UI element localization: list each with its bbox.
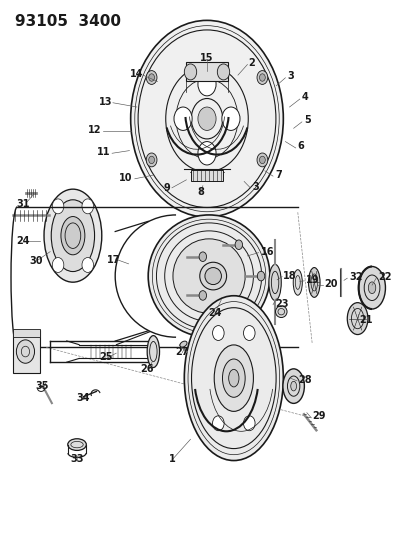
Text: 13: 13 xyxy=(98,96,112,107)
Ellipse shape xyxy=(368,282,375,294)
Text: 2: 2 xyxy=(248,59,254,68)
Circle shape xyxy=(184,64,196,80)
Text: 25: 25 xyxy=(99,352,112,362)
Text: 24: 24 xyxy=(208,308,221,318)
Circle shape xyxy=(197,142,216,165)
Circle shape xyxy=(17,340,34,364)
Text: 20: 20 xyxy=(324,279,337,288)
Circle shape xyxy=(197,72,216,96)
Circle shape xyxy=(52,199,64,214)
Ellipse shape xyxy=(147,336,159,368)
Ellipse shape xyxy=(51,200,94,271)
Ellipse shape xyxy=(180,341,187,347)
Ellipse shape xyxy=(44,189,102,282)
Text: 16: 16 xyxy=(260,247,273,256)
Ellipse shape xyxy=(347,303,367,335)
Circle shape xyxy=(82,257,93,272)
Circle shape xyxy=(131,20,282,217)
Text: 30: 30 xyxy=(29,256,43,266)
Text: 12: 12 xyxy=(88,125,102,135)
Ellipse shape xyxy=(184,296,282,461)
Text: 27: 27 xyxy=(175,346,189,357)
Circle shape xyxy=(146,153,157,167)
Text: 24: 24 xyxy=(17,236,30,246)
Circle shape xyxy=(82,199,93,214)
Text: 32: 32 xyxy=(349,272,362,282)
Ellipse shape xyxy=(358,266,385,309)
Text: 21: 21 xyxy=(359,314,372,325)
Circle shape xyxy=(256,153,267,167)
Ellipse shape xyxy=(173,239,244,313)
Ellipse shape xyxy=(199,262,226,290)
Ellipse shape xyxy=(199,290,206,300)
Circle shape xyxy=(217,64,229,80)
Text: 33: 33 xyxy=(70,454,83,464)
Bar xyxy=(185,62,228,82)
Text: 14: 14 xyxy=(129,69,143,79)
Ellipse shape xyxy=(235,303,242,312)
Circle shape xyxy=(173,107,192,131)
Text: 28: 28 xyxy=(297,375,311,385)
Circle shape xyxy=(259,74,265,81)
Text: 3: 3 xyxy=(287,71,294,81)
Text: 11: 11 xyxy=(96,147,110,157)
Bar xyxy=(191,169,222,181)
Ellipse shape xyxy=(199,252,206,262)
Ellipse shape xyxy=(275,306,286,318)
Text: 4: 4 xyxy=(301,92,308,102)
Circle shape xyxy=(259,156,265,164)
Text: 93105  3400: 93105 3400 xyxy=(15,14,121,29)
Ellipse shape xyxy=(68,439,86,450)
Ellipse shape xyxy=(268,264,280,301)
Text: 26: 26 xyxy=(140,364,154,374)
Circle shape xyxy=(221,107,240,131)
Text: 35: 35 xyxy=(35,381,49,391)
Circle shape xyxy=(212,416,223,431)
Ellipse shape xyxy=(292,270,301,295)
Circle shape xyxy=(212,326,223,341)
Bar xyxy=(13,330,40,373)
Ellipse shape xyxy=(148,215,269,337)
Text: 19: 19 xyxy=(305,275,319,285)
Text: 34: 34 xyxy=(76,393,90,403)
Text: 18: 18 xyxy=(282,271,296,280)
Text: 7: 7 xyxy=(274,170,281,180)
Text: 15: 15 xyxy=(200,53,213,62)
Circle shape xyxy=(148,156,154,164)
Bar xyxy=(13,329,40,337)
Ellipse shape xyxy=(308,268,319,297)
Circle shape xyxy=(256,70,267,84)
Text: 31: 31 xyxy=(17,199,30,209)
Circle shape xyxy=(148,74,154,81)
Text: 3: 3 xyxy=(252,182,259,192)
Text: 8: 8 xyxy=(197,187,204,197)
Text: 29: 29 xyxy=(311,411,325,422)
Text: 22: 22 xyxy=(377,272,391,282)
Ellipse shape xyxy=(222,359,244,397)
Text: 23: 23 xyxy=(274,298,288,309)
Text: 10: 10 xyxy=(119,173,133,183)
Ellipse shape xyxy=(235,240,242,249)
Circle shape xyxy=(243,326,254,341)
Circle shape xyxy=(243,416,254,431)
Ellipse shape xyxy=(214,345,253,411)
Ellipse shape xyxy=(228,369,238,387)
Ellipse shape xyxy=(204,268,221,285)
Ellipse shape xyxy=(290,381,296,391)
Text: 5: 5 xyxy=(303,115,310,125)
Circle shape xyxy=(146,70,157,84)
Circle shape xyxy=(52,257,64,272)
Ellipse shape xyxy=(257,271,264,281)
Text: 1: 1 xyxy=(168,454,175,464)
Ellipse shape xyxy=(61,216,85,255)
Text: 9: 9 xyxy=(163,183,169,193)
Circle shape xyxy=(197,107,216,131)
Text: 6: 6 xyxy=(297,141,304,151)
Text: 17: 17 xyxy=(107,255,121,265)
Ellipse shape xyxy=(282,369,304,403)
